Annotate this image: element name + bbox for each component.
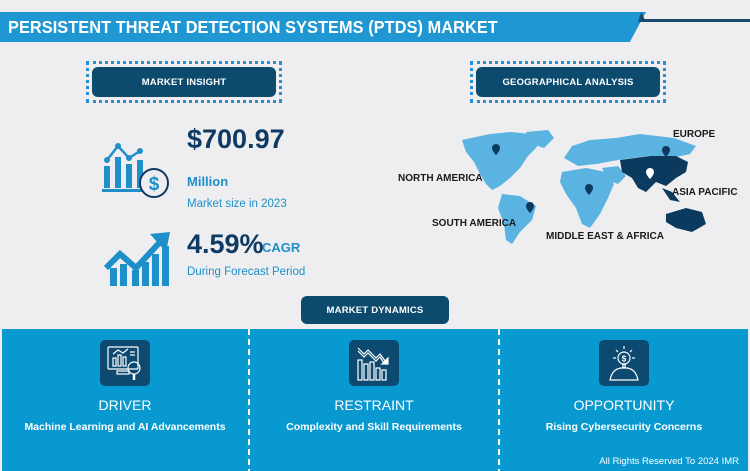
- opportunity-card: $ OPPORTUNITY Rising Cybersecurity Conce…: [500, 329, 748, 471]
- growth-arrow-icon: [104, 232, 170, 286]
- title-notch-decoration: [638, 12, 646, 22]
- region-label-asia-pacific: ASIA PACIFIC: [672, 187, 738, 198]
- region-label-north-america: NORTH AMERICA: [398, 173, 483, 184]
- bar-chart-dollar-icon: $: [102, 143, 169, 198]
- cagr-caption: During Forecast Period: [187, 266, 306, 278]
- column-divider: [248, 329, 250, 471]
- market-insight-label: MARKET INSIGHT: [92, 67, 276, 97]
- dollar-lightbulb-icon: $: [599, 340, 649, 386]
- cagr-value: 4.59%: [187, 229, 264, 259]
- svg-text:$: $: [622, 355, 627, 364]
- pin-south-america: [526, 202, 534, 213]
- region-label-europe: EUROPE: [673, 129, 716, 140]
- restraint-card: RESTRAINT Complexity and Skill Requireme…: [250, 329, 498, 471]
- pin-asia: [646, 168, 654, 179]
- title-banner: PERSISTENT THREAT DETECTION SYSTEMS (PTD…: [0, 12, 646, 42]
- cagr-unit: CAGR: [262, 240, 301, 255]
- greenland-shape: [526, 130, 554, 148]
- australia-shape: [666, 208, 706, 232]
- market-size-unit: Million: [187, 174, 229, 189]
- driver-text: Machine Learning and AI Advancements: [24, 421, 226, 433]
- pin-africa: [585, 184, 593, 195]
- asia-pacific-shape: [620, 156, 688, 192]
- opportunity-heading: OPPORTUNITY: [573, 397, 675, 413]
- region-label-middle-east-africa: MIDDLE EAST & AFRICA: [546, 231, 664, 242]
- column-divider: [498, 329, 500, 471]
- market-dynamics-panel: DRIVER Machine Learning and AI Advanceme…: [2, 329, 748, 471]
- geographical-analysis-header: GEOGRAPHICAL ANALYSIS: [470, 61, 666, 103]
- market-dynamics-label: MARKET DYNAMICS: [301, 296, 449, 324]
- africa-shape: [560, 168, 614, 228]
- driver-heading: DRIVER: [98, 397, 152, 413]
- world-map: [462, 130, 706, 244]
- restraint-text: Complexity and Skill Requirements: [286, 421, 462, 433]
- svg-text:$: $: [149, 174, 160, 195]
- middle-east-shape: [602, 166, 626, 184]
- pin-north-america: [492, 144, 500, 155]
- europe-shape: [564, 134, 696, 166]
- restraint-heading: RESTRAINT: [334, 397, 414, 413]
- driver-card: DRIVER Machine Learning and AI Advanceme…: [2, 329, 248, 471]
- copyright-notice: All Rights Reserved To 2024 IMR: [599, 456, 739, 467]
- opportunity-text: Rising Cybersecurity Concerns: [545, 421, 703, 433]
- map-pins: [492, 144, 670, 213]
- analytics-magnifier-icon: [100, 340, 150, 386]
- region-label-south-america: SOUTH AMERICA: [432, 218, 517, 229]
- north-america-shape: [462, 132, 540, 190]
- declining-chart-icon: [349, 340, 399, 386]
- market-size-value: $700.97: [187, 124, 285, 154]
- page-title: PERSISTENT THREAT DETECTION SYSTEMS (PTD…: [8, 17, 498, 37]
- geographical-analysis-label: GEOGRAPHICAL ANALYSIS: [476, 67, 660, 97]
- title-rule: [640, 19, 750, 22]
- market-insight-header: MARKET INSIGHT: [86, 61, 282, 103]
- pin-europe: [662, 146, 670, 157]
- market-size-caption: Market size in 2023: [187, 198, 287, 210]
